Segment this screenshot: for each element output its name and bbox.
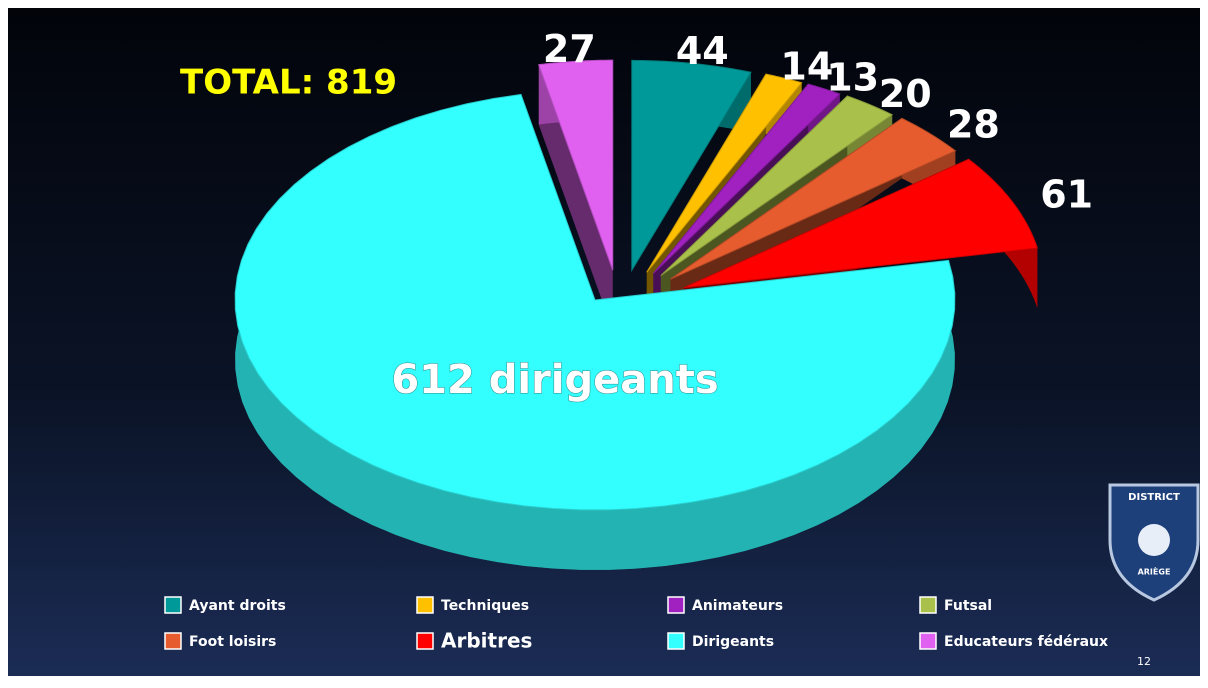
slice [234, 93, 956, 511]
legend-label: Educateurs fédéraux [944, 634, 1108, 650]
slice [652, 83, 841, 274]
slice-side [538, 60, 613, 331]
data-label: 27 [543, 27, 596, 71]
data-label: 20 [879, 72, 932, 116]
legend-label: Techniques [441, 598, 529, 614]
legend-swatch [667, 632, 685, 650]
logo: DISTRICT ARIÈGE [1108, 483, 1200, 602]
data-label: 28 [947, 102, 1000, 146]
slice [646, 73, 803, 273]
data-label: 44 [676, 29, 729, 73]
legend-swatch [919, 596, 937, 614]
legend-swatch [919, 632, 937, 650]
legend-label: Foot loisirs [189, 634, 276, 650]
slice [660, 95, 894, 277]
legend-swatch [667, 596, 685, 614]
slice [670, 117, 957, 280]
legend-label: Ayant droits [189, 598, 286, 614]
logo-emblem [1138, 524, 1170, 556]
slice [538, 59, 614, 271]
logo-text: ARIÈGE [1138, 566, 1171, 577]
logo-text: DISTRICT [1128, 492, 1180, 503]
pie [234, 59, 1039, 570]
data-label: 13 [826, 55, 879, 99]
legend-label: Arbitres [441, 629, 532, 653]
chart-title: TOTAL: 819 [180, 63, 397, 103]
legend-swatch [164, 596, 182, 614]
data-label: 612 dirigeants [391, 357, 718, 403]
legend-label: Dirigeants [692, 634, 774, 650]
legend-swatch [416, 632, 434, 650]
slice [683, 158, 1039, 289]
legend-swatch [416, 596, 434, 614]
legend-label: Animateurs [692, 598, 783, 614]
page-number: 12 [1137, 655, 1151, 668]
data-label: 14 [780, 44, 833, 88]
legend-swatch [164, 632, 182, 650]
legend-label: Futsal [944, 598, 992, 614]
data-label: 61 [1040, 173, 1093, 217]
slice [631, 59, 752, 273]
